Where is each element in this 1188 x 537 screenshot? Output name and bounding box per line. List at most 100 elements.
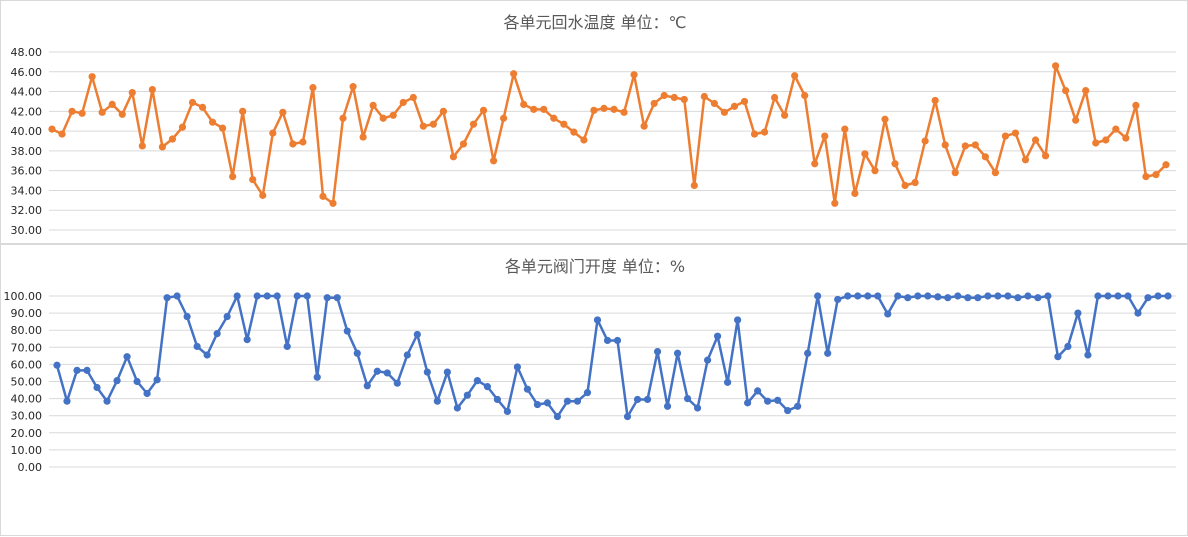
data-point: [821, 132, 829, 140]
data-point: [1062, 86, 1070, 95]
data-point: [710, 99, 718, 108]
return-water-temp-chart-panel: 各单元回水温度 单位：℃ 30.00 32.00 34.00 36.00 38.00 40…: [0, 0, 1188, 244]
y-tick-label: 30.00: [11, 410, 43, 423]
data-point: [379, 114, 387, 122]
y-tick-label: 50.00: [11, 376, 43, 389]
data-point: [1034, 294, 1042, 302]
data-point: [469, 120, 478, 128]
data-point: [249, 175, 257, 184]
data-point: [83, 366, 91, 374]
data-point: [781, 111, 789, 119]
data-point: [1144, 294, 1152, 302]
data-point: [383, 369, 391, 377]
data-point: [153, 376, 161, 384]
data-point: [1044, 292, 1052, 300]
data-point: [1072, 116, 1080, 124]
data-point: [259, 191, 267, 199]
data-point: [700, 92, 708, 101]
data-point: [543, 399, 552, 407]
data-point: [911, 178, 919, 187]
data-point: [333, 294, 341, 302]
valve-opening-chart-panel: 各单元阀门开度 单位：% 0.00 10.00 20.00 30.00 40.00 50.…: [0, 244, 1188, 536]
data-point: [203, 351, 211, 359]
data-point: [163, 294, 171, 302]
data-point: [349, 83, 357, 91]
data-point: [660, 91, 668, 100]
data-point: [904, 294, 912, 302]
data-point: [971, 141, 979, 149]
data-point: [744, 399, 752, 407]
data-point: [1142, 173, 1150, 181]
data-point: [901, 181, 909, 190]
data-point: [483, 383, 491, 391]
data-point: [703, 356, 712, 364]
data-point: [623, 412, 632, 421]
data-point: [479, 106, 488, 114]
data-point: [433, 397, 441, 405]
y-tick-label: 30.00: [11, 224, 43, 237]
data-point: [961, 142, 969, 150]
chart-title-valve: 各单元阀门开度 单位：%: [505, 257, 685, 276]
data-point: [279, 108, 287, 116]
data-point: [724, 378, 732, 386]
data-point: [590, 106, 598, 114]
data-point: [921, 137, 929, 145]
data-point: [1162, 161, 1170, 169]
data-point: [309, 84, 317, 92]
data-point: [113, 377, 121, 385]
y-tick-label: 60.00: [11, 358, 43, 371]
data-point: [690, 181, 698, 190]
data-point: [593, 316, 602, 324]
y-tick-label: 44.00: [11, 86, 43, 99]
data-point: [874, 292, 882, 300]
data-point: [138, 142, 146, 150]
data-point: [894, 292, 902, 300]
data-point: [168, 135, 177, 143]
data-point: [243, 336, 251, 344]
data-point: [193, 342, 201, 351]
data-point: [540, 105, 548, 113]
data-point: [563, 397, 572, 405]
y-tick-label: 34.00: [11, 184, 43, 197]
data-point: [343, 327, 351, 335]
y-tick-label: 38.00: [11, 145, 43, 158]
series-line: [55, 294, 1168, 418]
data-point: [914, 292, 922, 300]
data-point: [1084, 351, 1092, 359]
data-point: [924, 292, 932, 300]
data-point: [353, 349, 361, 357]
data-point: [931, 96, 939, 105]
data-point: [720, 108, 729, 116]
data-point: [369, 101, 377, 109]
data-point: [188, 98, 197, 107]
data-point: [148, 85, 156, 94]
data-point: [750, 130, 759, 138]
data-point: [620, 108, 628, 116]
data-point: [791, 72, 799, 80]
data-point: [389, 111, 397, 119]
data-point: [453, 404, 461, 412]
data-point: [73, 366, 81, 374]
data-point: [223, 312, 231, 321]
data-point: [670, 93, 678, 102]
data-point: [1014, 294, 1022, 302]
data-point: [683, 395, 692, 403]
data-point: [814, 292, 822, 300]
y-tick-label: 70.00: [11, 341, 43, 354]
y-tick-label: 90.00: [11, 307, 43, 320]
data-point: [861, 150, 869, 158]
data-point: [463, 391, 471, 399]
data-point: [831, 199, 839, 207]
data-point: [108, 100, 116, 109]
data-point: [439, 107, 448, 115]
data-point: [229, 173, 237, 181]
data-point: [1001, 132, 1010, 140]
data-point: [459, 140, 468, 148]
data-point: [123, 353, 131, 361]
data-point: [630, 71, 638, 79]
data-point: [443, 368, 451, 376]
data-point: [48, 125, 56, 133]
data-point: [871, 167, 879, 175]
data-point: [503, 407, 512, 416]
y-tick-label: 40.00: [11, 125, 43, 138]
